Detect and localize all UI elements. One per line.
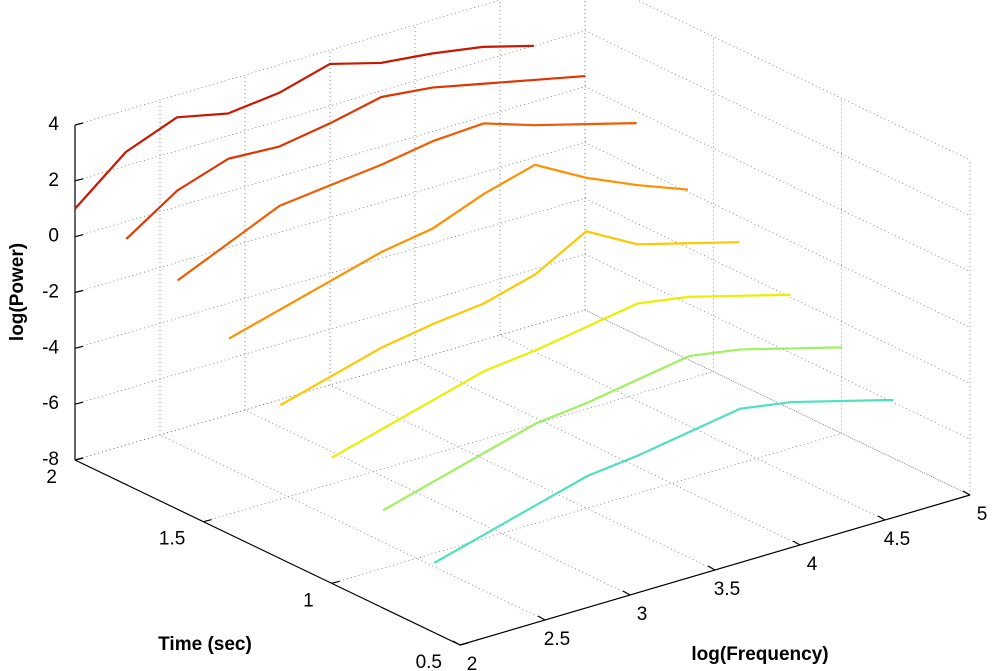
grid-line: [74, 309, 586, 461]
z-tick-label: 4: [48, 114, 59, 135]
y-tick: [459, 642, 469, 646]
x-tick: [452, 640, 461, 646]
grid-line: [74, 253, 586, 405]
x-tick: [792, 540, 801, 546]
x-tick: [537, 615, 546, 621]
z-tick-label: -4: [42, 337, 59, 358]
z-tick-label: 2: [48, 170, 59, 191]
x-tick: [962, 490, 971, 496]
grid-line: [584, 197, 971, 384]
x-tick-label: 4: [807, 554, 818, 575]
grid-line: [331, 432, 842, 584]
x-tick: [877, 515, 886, 521]
x-tick-label: 3.5: [714, 579, 740, 600]
trace: [74, 44, 535, 210]
z-tick-label: -2: [42, 282, 59, 303]
grid-line: [584, 253, 971, 440]
x-tick: [622, 590, 631, 596]
grid-line: [74, 142, 586, 293]
y-tick-label: 1: [303, 590, 314, 611]
trace: [331, 293, 791, 459]
x-tick-label: 2.5: [544, 629, 570, 650]
x-tick: [707, 565, 716, 571]
x-axis-label: log(Frequency): [691, 644, 828, 665]
x-tick-label: 3: [637, 604, 648, 625]
grid-line: [159, 434, 546, 621]
z-axis-label: log(Power): [7, 243, 28, 341]
grid-line: [584, 142, 971, 328]
trace: [228, 163, 689, 340]
trace: [177, 121, 637, 282]
grid-line: [74, 197, 586, 349]
z-tick: [74, 234, 84, 238]
x-tick-label: 2: [467, 654, 478, 671]
grid-line: [74, 0, 502, 126]
x-tick-label: 5: [977, 504, 988, 525]
z-tick: [74, 345, 84, 349]
grid-line: [584, 30, 971, 217]
grid-line: [329, 384, 716, 571]
grid-line: [203, 371, 714, 523]
y-tick: [331, 580, 340, 584]
y-axis: [74, 459, 461, 646]
z-tick: [74, 401, 84, 405]
z-tick-label: -8: [42, 449, 59, 470]
trace: [382, 346, 843, 512]
grid-line: [74, 86, 586, 238]
grid-line: [414, 359, 801, 546]
grid-line: [244, 409, 631, 596]
trace: [279, 230, 740, 407]
y-tick-label: 1.5: [159, 529, 185, 550]
y-tick-label: 0.5: [416, 652, 442, 671]
y-tick: [74, 457, 84, 461]
y-tick-label: 2: [46, 467, 57, 488]
grid-line: [636, 0, 971, 161]
y-axis-label: Time (sec): [158, 634, 252, 655]
z-tick-label: 0: [48, 226, 59, 247]
z-tick: [74, 289, 84, 294]
grid-line: [74, 30, 586, 182]
x-tick-label: 4.5: [884, 529, 910, 550]
trace: [433, 398, 894, 564]
trace: [125, 74, 586, 240]
z-tick: [74, 122, 84, 126]
y-tick: [203, 519, 212, 523]
z-tick-label: -6: [42, 393, 59, 414]
z-tick: [74, 178, 84, 182]
